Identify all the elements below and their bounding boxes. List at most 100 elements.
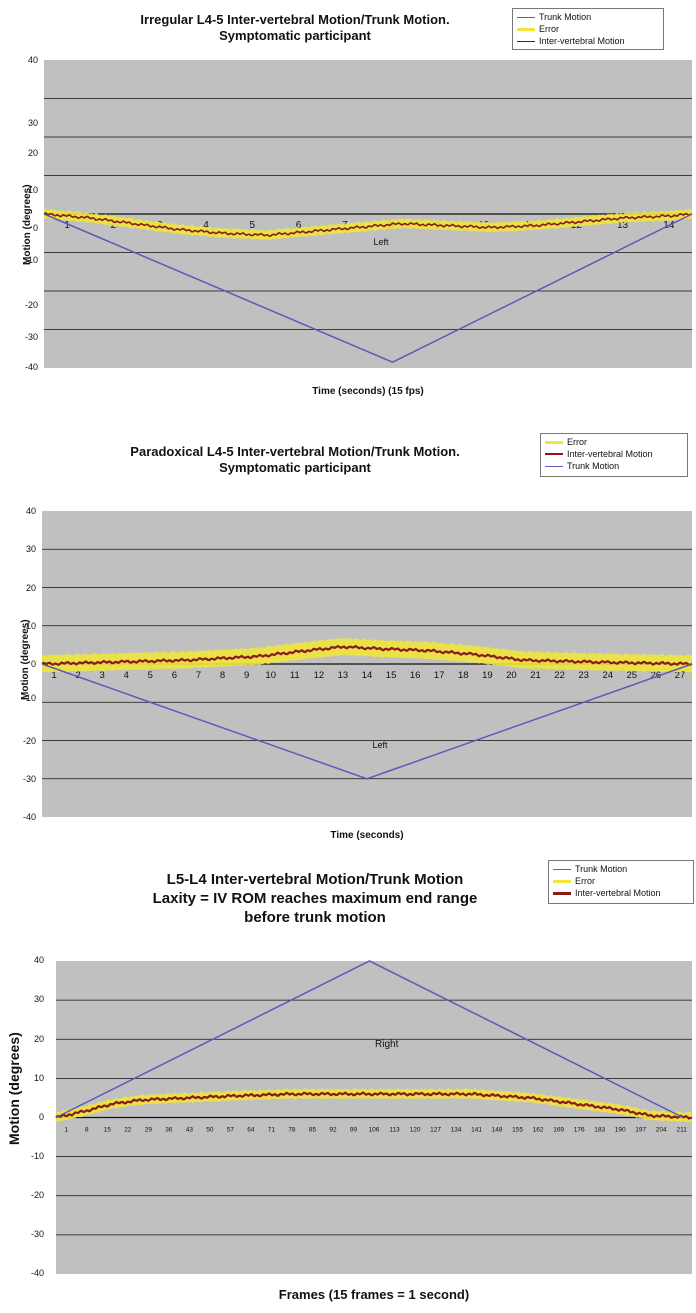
x-tick-label: 183 <box>594 1127 605 1134</box>
y-tick-label: 0 <box>32 223 38 233</box>
y-tick-label: 10 <box>27 185 38 195</box>
chart-2-title: Paradoxical L4-5 Inter-vertebral Motion/… <box>60 444 530 477</box>
chart-3-title-line-2: Laxity = IV ROM reaches maximum end rang… <box>152 889 478 907</box>
y-tick-label: 0 <box>38 1112 44 1122</box>
legend-entry: Trunk Motion <box>545 460 683 472</box>
chart-1-svg: 1234567891011121314Left <box>43 98 693 364</box>
y-tick-label: -30 <box>22 774 36 784</box>
y-tick-label: 10 <box>33 1073 44 1083</box>
trunk-motion-line <box>55 960 684 1119</box>
legend-label: Trunk Motion <box>539 12 592 22</box>
legend-entry: Error <box>545 436 683 448</box>
legend-swatch-trunk <box>517 16 535 18</box>
chart-2-svg: 1 2 3 4 5 6 7 8 9 10 11 12 13 14 15 16 17 18 19 20 21 22 23 24 2… <box>41 548 693 780</box>
x-tick-label: 22 <box>554 670 565 681</box>
x-tick-label: 6 <box>172 670 177 681</box>
chart-1-plot-area: 1234567891011121314Left <box>43 60 693 368</box>
legend-swatch-trunk <box>545 465 563 467</box>
chart-3-title: L5-L4 Inter-vertebral Motion/Trunk Motio… <box>80 871 550 927</box>
inter-vertebral-motion-line <box>41 644 693 667</box>
x-tick-label: 148 <box>492 1127 503 1134</box>
x-tick-label: 176 <box>574 1127 585 1134</box>
x-tick-label: 18 <box>458 670 469 681</box>
legend-entry: Inter-vertebral Motion <box>553 887 689 899</box>
x-tick-label: 17 <box>434 670 445 681</box>
x-tick-label: 8 <box>85 1127 89 1134</box>
x-tick-label: 19 <box>482 670 493 681</box>
chart-1-x-axis-label: Time (seconds) (15 fps) <box>312 386 424 397</box>
y-tick-label: -30 <box>24 332 38 342</box>
x-tick-label: 29 <box>145 1127 153 1134</box>
y-tick-label: -40 <box>24 362 38 372</box>
y-tick-label: -20 <box>30 1190 44 1200</box>
legend-entry: Error <box>553 875 689 887</box>
legend-label: Inter-vertebral Motion <box>575 888 661 898</box>
y-tick-label: 20 <box>25 583 36 593</box>
legend-label: Trunk Motion <box>567 461 620 471</box>
x-tick-label: 190 <box>615 1127 626 1134</box>
chart-2-x-axis-label: Time (seconds) <box>330 830 404 841</box>
chart-1-legend: Trunk Motion Error Inter-vertebral Motio… <box>512 8 664 50</box>
chart-2: Paradoxical L4-5 Inter-vertebral Motion/… <box>20 433 693 841</box>
legend-label: Error <box>539 24 559 34</box>
x-tick-label: 113 <box>389 1127 400 1134</box>
x-tick-label: 106 <box>369 1127 380 1134</box>
legend-swatch-error <box>553 879 571 883</box>
chart-1-title: Irregular L4-5 Inter-vertebral Motion/Tr… <box>60 12 530 45</box>
x-tick-label: 14 <box>362 670 373 681</box>
x-tick-label: 36 <box>165 1127 173 1134</box>
x-tick-label: 15 <box>386 670 397 681</box>
inter-vertebral-motion-line <box>55 1091 693 1120</box>
x-tick-label: 21 <box>530 670 541 681</box>
y-tick-label: -40 <box>30 1268 44 1278</box>
chart-1-title-line-2: Symptomatic participant <box>219 28 371 44</box>
y-tick-label: -20 <box>24 300 38 310</box>
x-tick-label: 78 <box>288 1127 296 1134</box>
x-tick-label: 11 <box>290 670 300 681</box>
chart-3-x-axis-label: Frames (15 frames = 1 second) <box>278 1287 470 1302</box>
y-tick-label: 30 <box>33 994 44 1004</box>
x-tick-label: 85 <box>309 1127 317 1134</box>
y-tick-label: 20 <box>27 148 38 158</box>
x-tick-label: 162 <box>533 1127 544 1134</box>
x-tick-label: 27 <box>675 670 686 681</box>
x-tick-label: 20 <box>506 670 517 681</box>
direction-annotation: Right <box>375 1039 399 1050</box>
x-tick-label: 1 <box>64 1127 68 1134</box>
error-band <box>44 208 692 241</box>
legend-swatch-error <box>517 27 535 31</box>
y-tick-label: -10 <box>30 1151 44 1161</box>
x-tick-label: 8 <box>220 670 225 681</box>
y-tick-label: -30 <box>30 1229 44 1239</box>
y-tick-label: -10 <box>24 255 38 265</box>
x-tick-label: 13 <box>617 220 629 231</box>
x-tick-label: 71 <box>268 1127 276 1134</box>
y-tick-label: -20 <box>22 736 36 746</box>
x-tick-label: 57 <box>227 1127 235 1134</box>
x-tick-label: 155 <box>512 1127 523 1134</box>
x-tick-label: 120 <box>410 1127 421 1134</box>
chart-3-title-line-1: L5-L4 Inter-vertebral Motion/Trunk Motio… <box>166 871 464 888</box>
x-tick-label: 92 <box>329 1127 337 1134</box>
legend-label: Inter-vertebral Motion <box>567 449 653 459</box>
x-tick-label: 50 <box>206 1127 214 1134</box>
y-tick-label: 0 <box>30 659 36 669</box>
x-tick-label: 1 <box>64 220 70 231</box>
x-tick-label: 23 <box>578 670 589 681</box>
chart-3-plot-area: 1 8 15 22 29 36 43 50 57 64 71 78 85 92 99 106 113 120 127… <box>55 960 693 1274</box>
x-tick-label: 64 <box>247 1127 255 1134</box>
chart-3-legend: Trunk Motion Error Inter-vertebral Motio… <box>548 860 694 904</box>
x-tick-label: 15 <box>104 1127 112 1134</box>
x-tick-label: 204 <box>656 1127 667 1134</box>
x-tick-label: 26 <box>651 670 662 681</box>
x-tick-label: 25 <box>627 670 638 681</box>
x-tick-label: 5 <box>250 220 256 231</box>
y-tick-label: 40 <box>25 506 36 516</box>
x-tick-label: 24 <box>602 670 613 681</box>
y-tick-label: -10 <box>22 693 36 703</box>
legend-swatch-iv <box>517 40 535 42</box>
x-tick-label: 22 <box>124 1127 132 1134</box>
legend-swatch-iv <box>553 891 571 895</box>
trunk-motion-line <box>41 663 693 780</box>
